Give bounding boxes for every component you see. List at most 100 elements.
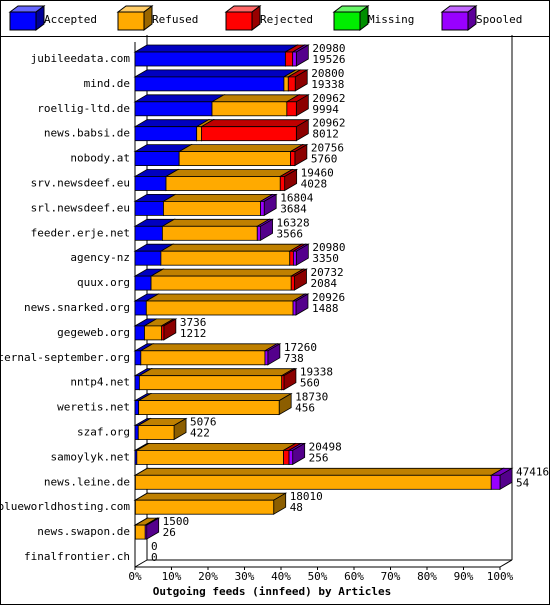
- x-tick-label: 90%: [454, 570, 474, 583]
- y-tick-label: gegeweb.org: [57, 326, 130, 339]
- bar: [134, 225, 163, 241]
- legend-swatch: [441, 11, 469, 31]
- bar: [134, 375, 140, 391]
- bar: [283, 449, 290, 465]
- bar-top: [133, 69, 298, 78]
- y-tick-label: blueworldhosting.com: [0, 500, 130, 513]
- total-label: 20980: [312, 241, 345, 254]
- bar: [144, 325, 163, 341]
- bar: [161, 225, 258, 241]
- accepted-label: 3684: [280, 202, 307, 215]
- legend-label: Refused: [152, 13, 198, 26]
- bar: [288, 449, 294, 465]
- bar: [140, 350, 266, 366]
- bar: [134, 250, 162, 266]
- bar: [490, 474, 501, 490]
- bar: [138, 400, 280, 416]
- bar: [163, 200, 261, 216]
- y-tick-label: srl.newsdeef.eu: [31, 201, 130, 214]
- bar: [134, 524, 146, 540]
- legend-label: Spooled: [476, 13, 522, 26]
- bar: [284, 51, 294, 67]
- bar: [290, 275, 295, 291]
- bar-top: [133, 119, 211, 128]
- accepted-label: 3566: [277, 227, 304, 240]
- y-tick-label: szaf.org: [77, 426, 130, 439]
- bar-top: [149, 268, 305, 277]
- total-label: 47416: [516, 465, 549, 478]
- total-label: 3736: [180, 316, 207, 329]
- accepted-label: 5760: [311, 153, 338, 166]
- bar-top: [199, 119, 310, 128]
- bar: [134, 76, 285, 92]
- bar: [196, 126, 202, 142]
- accepted-label: 3350: [312, 252, 339, 265]
- total-label: 19460: [301, 167, 334, 180]
- total-label: 16804: [280, 191, 313, 204]
- bar: [279, 176, 286, 191]
- legend-label: Rejected: [260, 13, 313, 26]
- x-tick-label: 30%: [235, 570, 255, 583]
- total-label: 18730: [295, 391, 328, 404]
- accepted-label: 1212: [180, 327, 207, 340]
- total-label: 20756: [311, 142, 344, 155]
- accepted-label: 19338: [311, 78, 344, 91]
- bar: [134, 176, 167, 191]
- y-tick-label: eternal-september.org: [0, 351, 130, 364]
- x-tick-label: 70%: [381, 570, 401, 583]
- bar: [287, 76, 296, 92]
- bar: [289, 250, 294, 266]
- y-tick-label: nntp4.net: [70, 376, 130, 389]
- bar: [178, 151, 291, 167]
- bar: [256, 225, 261, 241]
- bar-top: [210, 94, 301, 103]
- total-label: 20498: [309, 440, 342, 453]
- y-tick-label: mind.de: [84, 77, 130, 90]
- bar-top: [159, 243, 304, 252]
- bar-top: [160, 218, 271, 227]
- x-tick-label: 10%: [162, 570, 182, 583]
- bar: [150, 275, 292, 291]
- total-label: 19338: [300, 366, 333, 379]
- accepted-label: 19526: [312, 53, 345, 66]
- accepted-label: 2084: [311, 277, 338, 290]
- bar-top: [133, 94, 226, 103]
- bar: [134, 275, 152, 291]
- y-tick-label: agency-nz: [70, 251, 130, 264]
- axis-floor-right: [499, 559, 513, 568]
- bar: [137, 425, 175, 440]
- accepted-label: 456: [295, 402, 315, 415]
- total-label: 20800: [311, 67, 344, 80]
- bar: [160, 250, 291, 266]
- accepted-label: 4028: [301, 178, 328, 191]
- accepted-label: 422: [190, 427, 210, 440]
- legend-swatch: [117, 11, 145, 31]
- bar: [281, 375, 285, 391]
- bar: [134, 101, 213, 117]
- bar-top: [139, 343, 279, 352]
- total-label: 20962: [312, 92, 345, 105]
- x-axis-title: Outgoing feeds (innfeed) by Articles: [153, 585, 391, 598]
- y-tick-label: news.babsi.de: [44, 127, 130, 140]
- legend-swatch: [225, 11, 253, 31]
- accepted-label: 48: [290, 501, 303, 514]
- y-tick-label: roellig-ltd.de: [37, 102, 130, 115]
- bar: [134, 400, 140, 416]
- bar-top: [144, 293, 307, 302]
- bar: [145, 300, 294, 316]
- total-label: 0: [151, 540, 158, 553]
- bar: [260, 200, 265, 216]
- x-tick-label: 80%: [417, 570, 437, 583]
- accepted-label: 9994: [312, 103, 339, 116]
- x-tick-label: 40%: [271, 570, 291, 583]
- bar: [264, 350, 269, 366]
- x-tick-label: 20%: [198, 570, 218, 583]
- bar: [211, 101, 288, 117]
- accepted-label: 560: [300, 377, 320, 390]
- y-tick-label: finalfrontier.ch: [24, 550, 130, 563]
- bar: [144, 524, 148, 540]
- y-tick-label: samoylyk.net: [51, 450, 130, 463]
- legend-label: Accepted: [44, 13, 97, 26]
- bar: [292, 300, 297, 316]
- total-label: 16328: [277, 216, 310, 229]
